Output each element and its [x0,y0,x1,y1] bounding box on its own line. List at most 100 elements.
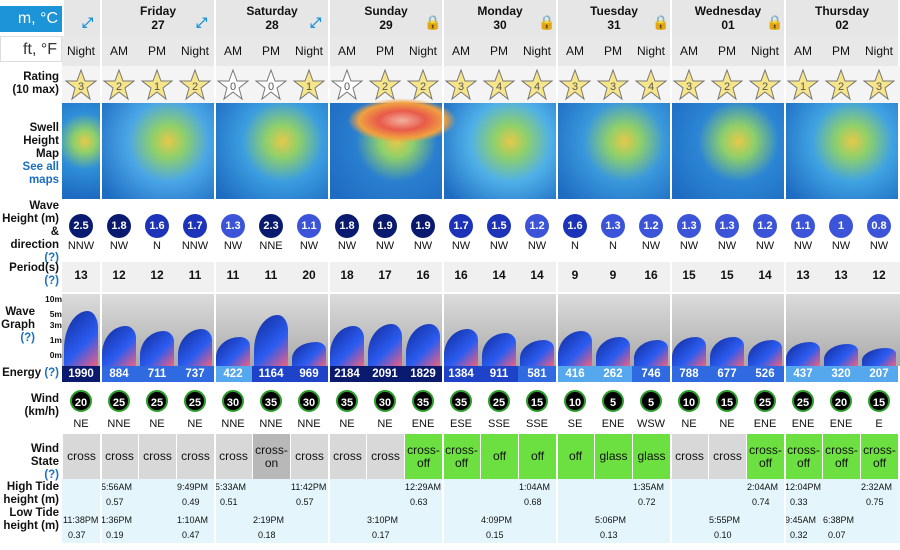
wind-direction: NE [187,418,203,430]
lock-icon[interactable]: 🔒 [538,14,556,30]
swell-map-7[interactable] [784,103,898,199]
svg-text:3: 3 [572,81,578,93]
high-tide-height: 0.57 [296,497,314,507]
svg-text:3: 3 [686,81,692,93]
wind-state-label: Wind State (?) [30,443,59,481]
rating-star-icon: 3 [64,68,98,101]
day-separator [100,0,102,550]
wave-direction: NNW [181,240,209,252]
lock-icon[interactable]: 🔒 [424,14,442,30]
rating-star-icon: 3 [596,68,630,101]
expand-icon[interactable]: ⤢ [82,14,94,30]
wave-height-badge: 1.3 [677,214,701,238]
day-date: 28 [265,18,279,32]
wind-direction: NNE [259,418,283,430]
swell-map-4[interactable] [442,103,556,199]
wind-direction: NNE [297,418,321,430]
wind-speed-badge: 35 [450,390,472,412]
day-date: 29 [379,18,393,32]
energy-value: 526 [746,366,784,382]
low-tide-height: 0.18 [258,530,276,540]
low-tide-height: 0.47 [182,530,200,540]
period-8: PM [366,36,404,66]
svg-text:3: 3 [458,81,464,93]
wind-state-cell: cross [328,434,366,479]
svg-text:4: 4 [648,81,654,93]
svg-text:3: 3 [78,81,84,93]
wave-direction: NW [679,240,699,252]
high-tide-height: 0.68 [524,497,542,507]
wind-direction: ESE [449,418,472,430]
period-19: AM [784,36,822,66]
wind-speed-badge: 30 [374,390,396,412]
lock-icon[interactable]: 🔒 [652,14,670,30]
period-16: AM [670,36,708,66]
wave-height-badge: 2.3 [259,214,283,238]
wind-state-cell: cross-off [746,434,784,479]
svg-text:0: 0 [344,81,350,93]
energy-value: 437 [784,366,822,382]
wind-state-cell: cross-off [822,434,860,479]
wave-graph-label: Wave Graph (?) [1,306,35,344]
day-date: 30 [493,18,507,32]
day-date: 27 [151,18,165,32]
see-all-maps-link[interactable]: See all maps [22,161,59,186]
svg-text:1: 1 [306,81,312,93]
high-tide-height: 0.51 [220,497,238,507]
expand-icon[interactable]: ⤢ [310,14,322,30]
rating-star-icon: 3 [558,68,592,101]
wave-height-badge: 0.8 [867,214,891,238]
wave-direction: NW [109,240,129,252]
rating-star-icon: 2 [102,68,136,101]
low-tide-height: 0.10 [714,530,732,540]
period-0: Night [62,36,100,66]
rating-star-icon: 1 [786,68,820,101]
wind-speed-badge: 10 [678,390,700,412]
swell-period: 12 [112,268,126,282]
high-tide-time: 5:56AM [101,482,133,492]
high-tide-time: 2:04AM [747,482,779,492]
swell-map-2[interactable] [214,103,328,199]
energy-value: 788 [670,366,708,382]
energy-value: 711 [138,366,176,382]
swell-period: 18 [340,268,354,282]
wave-height-badge: 1.2 [525,214,549,238]
rating-star-icon: 3 [672,68,706,101]
period-help-link[interactable]: (?) [44,275,59,287]
imperial-units-button[interactable]: ft, °F [0,36,62,62]
wave-height-badge: 1.5 [487,214,511,238]
wave-direction: NW [641,240,661,252]
expand-icon[interactable]: ⤢ [196,14,208,30]
svg-text:2: 2 [762,81,768,93]
swell-map-1[interactable] [100,103,214,199]
energy-value: 262 [594,366,632,382]
swell-map-0[interactable] [62,103,100,199]
graph-help-link[interactable]: (?) [20,332,35,344]
day-name: Saturday [246,4,298,18]
wind-state-cell: cross-off [860,434,898,479]
wind-direction: SSE [487,418,510,430]
day-name: Sunday [364,4,408,18]
period-17: PM [708,36,746,66]
high-tide-height: 0.49 [182,497,200,507]
wind-state-cell: cross [214,434,252,479]
swell-map-6[interactable] [670,103,784,199]
energy-value: 1829 [404,366,442,382]
high-tide-time: 12:04PM [785,482,822,492]
energy-help-link[interactable]: (?) [44,367,59,379]
svg-text:4: 4 [534,81,540,93]
rating-star-icon: 0 [216,68,250,101]
svg-text:3: 3 [610,81,616,93]
wind-state-help-link[interactable]: (?) [44,469,59,481]
wind-state-cell: cross [290,434,328,479]
day-header-3: Sunday 29 [328,0,442,36]
wind-direction: NE [377,418,393,430]
lock-icon[interactable]: 🔒 [766,14,784,30]
wave-direction: NNW [67,240,95,252]
wind-speed-badge: 25 [792,390,814,412]
wave-help-link[interactable]: (?) [44,252,59,264]
swell-map-5[interactable] [556,103,670,199]
rating-star-icon: 2 [824,68,858,101]
metric-units-button[interactable]: m, °C [0,6,62,32]
low-tide-time: 1:10AM [177,515,209,525]
